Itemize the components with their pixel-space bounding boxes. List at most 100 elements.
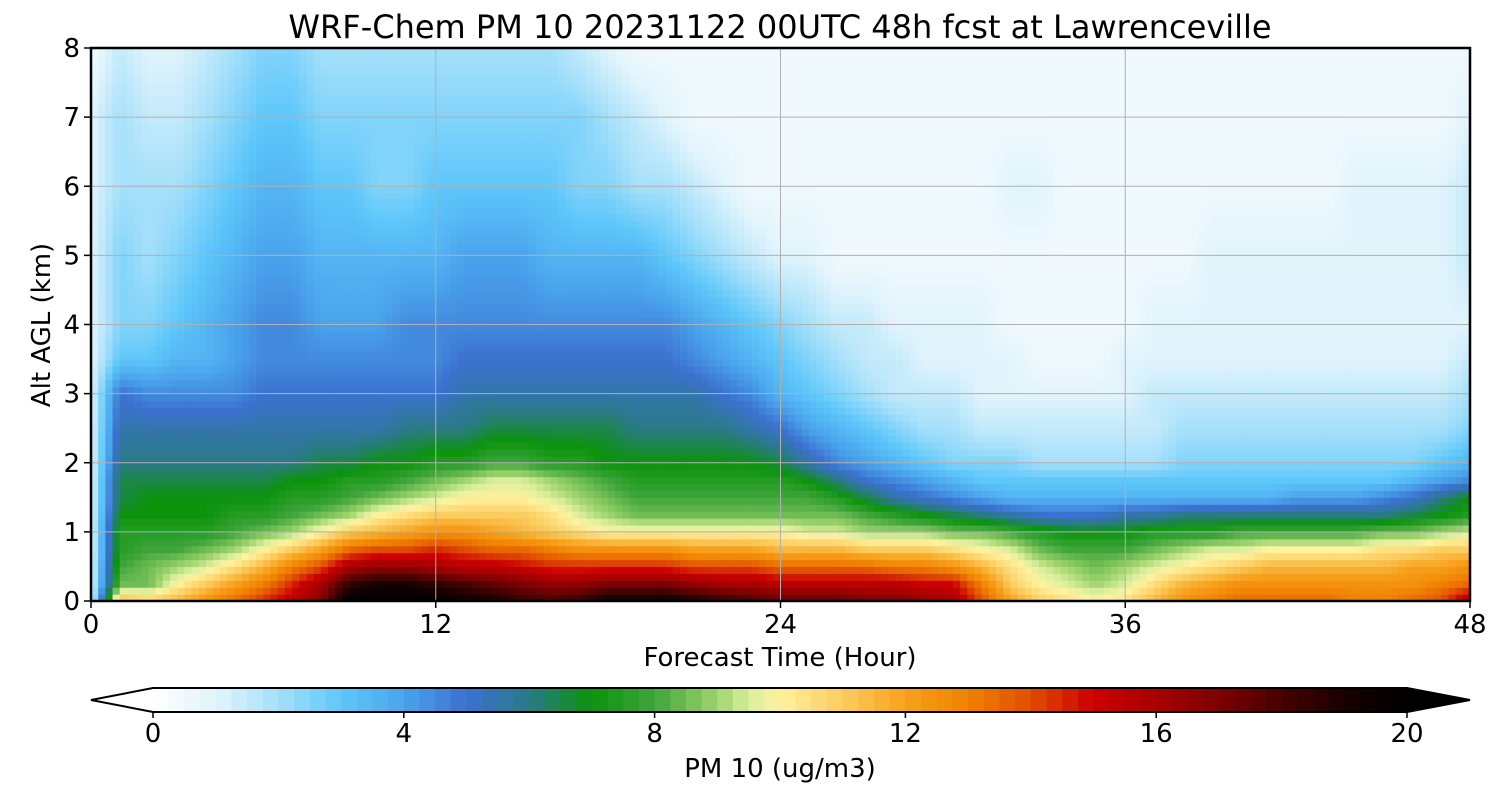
heatmap-cell — [162, 476, 171, 485]
heatmap-cell — [292, 393, 300, 402]
heatmap-cell — [184, 559, 193, 568]
heatmap-cell — [241, 200, 250, 208]
heatmap-cell — [407, 518, 415, 526]
heatmap-cell — [320, 497, 329, 505]
heatmap-cell — [442, 448, 451, 457]
heatmap-cell — [507, 103, 516, 111]
heatmap-cell — [349, 552, 358, 561]
heatmap-cell — [493, 407, 501, 415]
heatmap-cell — [270, 511, 279, 519]
heatmap-cell — [507, 200, 516, 208]
heatmap-cell — [284, 248, 293, 256]
heatmap-cell — [342, 365, 351, 374]
heatmap-cell — [220, 158, 229, 167]
heatmap-cell — [471, 48, 480, 56]
heatmap-cell — [177, 365, 185, 374]
heatmap-cell — [227, 476, 236, 485]
heatmap-cell — [500, 172, 509, 180]
heatmap-cell — [155, 289, 164, 298]
heatmap-cell — [126, 421, 135, 429]
heatmap-cell — [328, 227, 336, 236]
heatmap-cell — [493, 110, 501, 118]
heatmap-cell — [213, 469, 221, 478]
heatmap-cell — [141, 435, 150, 443]
heatmap-cell — [148, 552, 157, 561]
heatmap-cell — [392, 200, 401, 208]
heatmap-cell — [263, 497, 272, 505]
heatmap-cell — [213, 144, 221, 153]
heatmap-cell — [464, 276, 473, 284]
heatmap-cell — [421, 130, 430, 139]
heatmap-cell — [105, 400, 114, 409]
heatmap-cell — [335, 386, 343, 395]
heatmap-cell — [428, 48, 437, 56]
heatmap-cell — [241, 372, 250, 381]
heatmap-cell — [378, 386, 387, 395]
heatmap-cell — [241, 511, 250, 519]
heatmap-cell — [112, 386, 121, 395]
heatmap-cell — [464, 435, 473, 443]
heatmap-cell — [249, 573, 257, 581]
heatmap-cell — [457, 179, 466, 187]
heatmap-cell — [500, 428, 509, 436]
heatmap-cell — [457, 310, 466, 319]
heatmap-cell — [500, 442, 509, 450]
heatmap-cell — [263, 227, 272, 236]
heatmap-cell — [277, 151, 286, 160]
heatmap-cell — [478, 566, 487, 574]
heatmap-cell — [471, 165, 480, 174]
heatmap-cell — [205, 296, 214, 305]
heatmap-cell — [356, 241, 365, 250]
heatmap-cell — [514, 61, 523, 70]
heatmap-cell — [399, 435, 408, 443]
heatmap-cell — [98, 75, 106, 84]
heatmap-cell — [320, 504, 329, 512]
heatmap-cell — [205, 483, 214, 491]
heatmap-cell — [378, 234, 387, 243]
heatmap-cell — [363, 504, 372, 512]
heatmap-cell — [277, 179, 286, 187]
heatmap-cell — [529, 407, 537, 415]
heatmap-cell — [112, 345, 121, 353]
heatmap-cell — [91, 75, 99, 84]
heatmap-cell — [170, 448, 178, 457]
heatmap-cell — [119, 269, 128, 277]
heatmap-cell — [356, 518, 365, 526]
heatmap-cell — [299, 545, 308, 554]
heatmap-cell — [335, 89, 343, 97]
heatmap-cell — [91, 448, 99, 457]
heatmap-cell — [428, 511, 437, 519]
heatmap-cell — [464, 151, 473, 160]
heatmap-cell — [256, 393, 264, 402]
heatmap-cell — [428, 151, 437, 160]
heatmap-cell — [292, 407, 300, 415]
heatmap-cell — [428, 241, 437, 250]
heatmap-cell — [435, 68, 444, 77]
heatmap-cell — [529, 359, 537, 367]
heatmap-cell — [91, 296, 99, 305]
heatmap-cell — [313, 317, 322, 326]
heatmap-cell — [328, 400, 336, 409]
heatmap-cell — [363, 338, 372, 346]
heatmap-cell — [457, 303, 466, 312]
heatmap-cell — [464, 421, 473, 429]
heatmap-cell — [256, 276, 264, 284]
heatmap-cell — [249, 61, 257, 70]
heatmap-cell — [191, 504, 200, 512]
heatmap-cell — [478, 61, 487, 70]
heatmap-cell — [328, 559, 336, 568]
heatmap-cell — [486, 206, 494, 215]
heatmap-cell — [205, 54, 214, 63]
heatmap-cell — [500, 566, 509, 574]
heatmap-cell — [234, 386, 243, 395]
heatmap-cell — [112, 234, 121, 243]
heatmap-cell — [407, 303, 415, 312]
heatmap-cell — [471, 179, 480, 187]
heatmap-cell — [442, 587, 451, 595]
heatmap-cell — [392, 511, 401, 519]
heatmap-cell — [184, 255, 193, 263]
heatmap-cell — [486, 54, 494, 63]
heatmap-cell — [112, 151, 121, 160]
heatmap-cell — [371, 400, 379, 409]
heatmap-cell — [450, 359, 458, 367]
